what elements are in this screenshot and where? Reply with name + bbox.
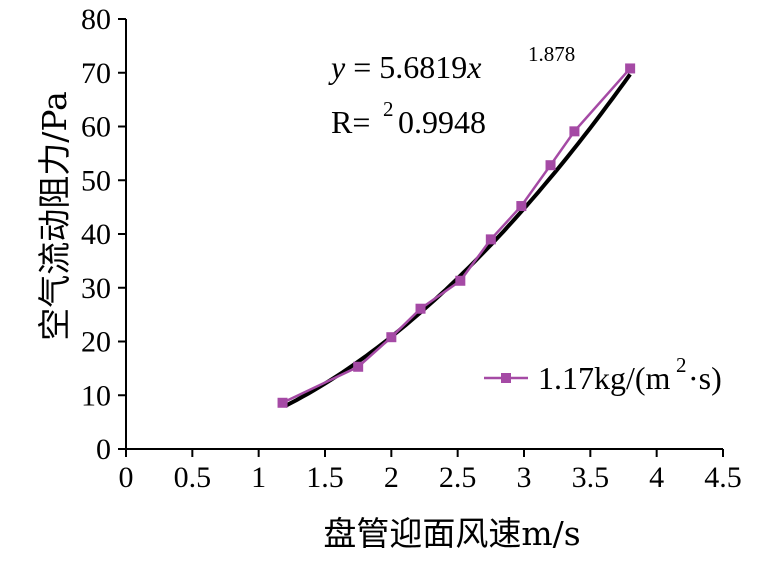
y-tick-label: 10 xyxy=(81,379,111,412)
x-tick-label: 2 xyxy=(384,461,399,494)
y-tick-label: 80 xyxy=(81,3,111,36)
plot-area: 0 0.5 1 1.5 2 2.5 3 3.5 4 4.5 0 10 20 30 40 50 60 70 80 xyxy=(81,3,742,494)
legend-marker xyxy=(501,373,511,383)
x-tick-label: 0.5 xyxy=(174,461,212,494)
x-tick-label: 4.5 xyxy=(704,461,742,494)
legend-label: 1.17kg/(m xyxy=(538,360,671,396)
x-ticks: 0 0.5 1 1.5 2 2.5 3 3.5 4 4.5 xyxy=(119,449,742,494)
y-tick-label: 60 xyxy=(81,111,111,144)
y-tick-label: 30 xyxy=(81,272,111,305)
data-point xyxy=(455,275,466,286)
legend: 1.17kg/(m 2 ·s) xyxy=(484,353,722,396)
y-tick-label: 40 xyxy=(81,218,111,251)
data-point xyxy=(353,361,364,372)
equation-coef: = 5.6819 xyxy=(345,49,467,85)
y-tick-label: 70 xyxy=(81,57,111,90)
data-point xyxy=(625,63,636,74)
data-point xyxy=(386,332,397,343)
r-squared-sup: 2 xyxy=(383,97,394,121)
data-point xyxy=(415,303,426,314)
y-ticks: 0 10 20 30 40 50 60 70 80 xyxy=(81,3,126,466)
series-line xyxy=(281,67,632,404)
data-point xyxy=(569,126,580,137)
x-axis-title: 盘管迎面风速m/s xyxy=(323,514,580,553)
equation-exponent: 1.878 xyxy=(528,42,575,66)
svg-text:y = 5.6819x: y = 5.6819x xyxy=(328,49,481,85)
x-tick-label: 3.5 xyxy=(572,461,610,494)
series-points xyxy=(277,63,636,408)
r-squared-annotation: R= 2 0.9948 xyxy=(331,97,486,140)
data-point xyxy=(485,234,496,245)
x-tick-label: 0 xyxy=(119,461,134,494)
y-tick-label: 20 xyxy=(81,326,111,359)
data-point xyxy=(545,160,556,171)
x-tick-label: 1 xyxy=(251,461,266,494)
y-tick-label: 50 xyxy=(81,164,111,197)
equation-y: y xyxy=(328,49,346,85)
x-tick-label: 4 xyxy=(649,461,664,494)
equation-annotation: y = 5.6819x 1.878 xyxy=(328,42,575,85)
y-tick-label: 0 xyxy=(96,433,111,466)
y-axis-title: 空气流动阻力/Pa xyxy=(35,91,74,341)
legend-label-sup: 2 xyxy=(676,353,687,377)
equation-x: x xyxy=(466,49,481,85)
x-tick-label: 2.5 xyxy=(439,461,477,494)
x-tick-label: 1.5 xyxy=(306,461,344,494)
r-squared-prefix: R= xyxy=(331,104,370,140)
data-point xyxy=(277,397,288,408)
legend-label-tail: ·s) xyxy=(688,360,722,396)
data-point xyxy=(516,201,527,212)
r-squared-value: 0.9948 xyxy=(398,104,486,140)
x-tick-label: 3 xyxy=(517,461,532,494)
